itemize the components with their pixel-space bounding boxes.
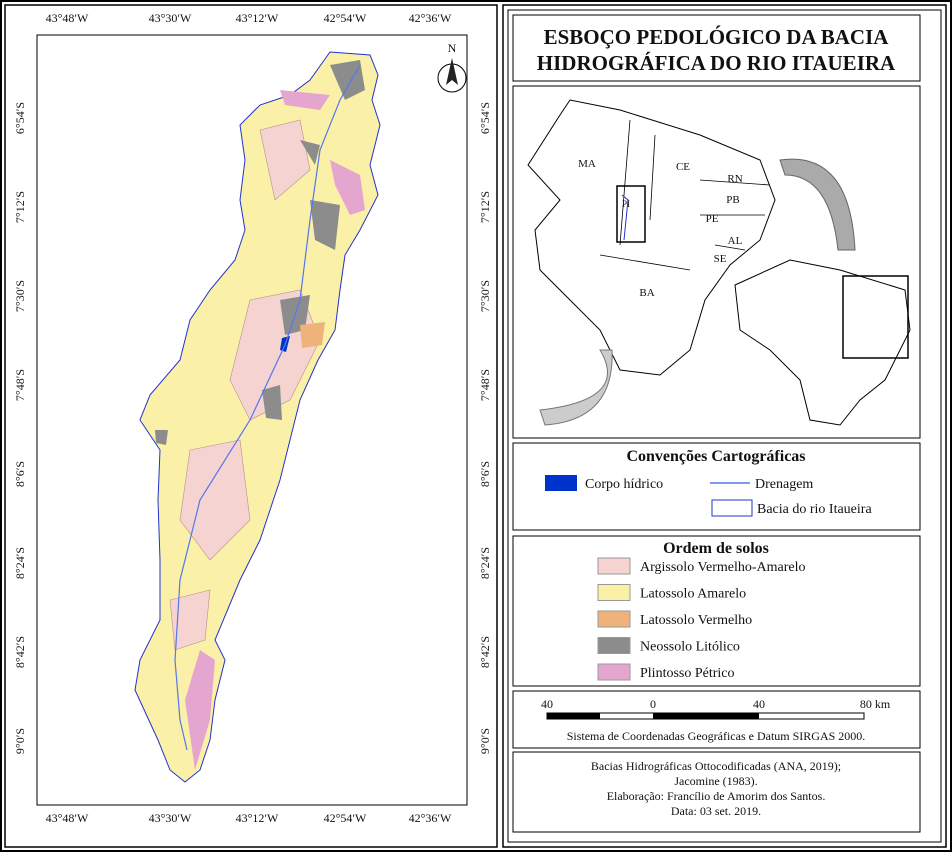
scale-note: Sistema de Coordenadas Geográficas e Dat… — [567, 729, 866, 743]
convention-label: Corpo hídrico — [585, 477, 663, 492]
state-label: RN — [727, 173, 742, 185]
state-label: CE — [676, 161, 690, 173]
north-label: N — [448, 41, 457, 55]
latitude-label: 9°0′S — [13, 728, 27, 754]
state-label: SE — [714, 253, 727, 265]
scale-bar — [546, 712, 865, 720]
arrow-2 — [539, 349, 613, 426]
soil-swatch — [597, 663, 631, 681]
credits-box — [512, 751, 921, 833]
latitude-label: 9°0′S — [478, 728, 492, 754]
soil-swatch — [597, 610, 631, 628]
credit-line: Bacias Hidrográficas Ottocodificadas (AN… — [591, 759, 841, 773]
scale-label: 80 km — [860, 697, 891, 711]
latitude-label: 8°6′S — [478, 461, 492, 487]
soils-box — [512, 535, 921, 687]
latitude-label: 7°30′S — [13, 280, 27, 312]
longitude-label: 42°54′W — [324, 11, 367, 25]
north-arrow: N — [437, 41, 467, 93]
state-label: PE — [706, 213, 719, 225]
latitude-label: 6°54′S — [13, 102, 27, 134]
red-latosol — [300, 322, 325, 348]
arrow-1 — [779, 158, 856, 251]
convention-label: Drenagem — [755, 477, 813, 492]
state-borders — [599, 119, 771, 271]
soil-label: Latossolo Vermelho — [640, 613, 752, 628]
soils-title: Ordem de solos — [663, 540, 769, 557]
credit-line: Elaboração: Francílio de Amorim dos Sant… — [607, 789, 826, 803]
longitude-label: 42°36′W — [409, 11, 452, 25]
argisol-areas — [169, 119, 321, 651]
soil-label: Latossolo Amarelo — [640, 587, 746, 602]
longitude-label: 43°30′W — [149, 11, 192, 25]
longitude-label: 43°12′W — [236, 811, 279, 825]
latitude-label: 8°24′S — [13, 547, 27, 579]
scale-label: 0 — [650, 697, 656, 711]
basin-swatch — [711, 499, 753, 517]
soil-swatch — [597, 637, 631, 654]
scale-label: 40 — [541, 697, 553, 711]
conventions-title: Convenções Cartográficas — [626, 448, 805, 465]
soil-swatch — [597, 557, 631, 575]
soil-swatch — [597, 584, 631, 601]
map-panel — [4, 4, 498, 848]
inset-basin — [621, 194, 629, 241]
longitude-label: 43°30′W — [149, 811, 192, 825]
northeast-outline — [527, 99, 776, 376]
latitude-label: 7°48′S — [13, 369, 27, 401]
inset-extent — [616, 185, 646, 243]
latitude-label: 8°42′S — [13, 636, 27, 668]
side-panel — [502, 4, 947, 848]
scale-box — [512, 690, 921, 749]
soil-label: Argissolo Vermelho-Amarelo — [640, 560, 806, 575]
state-label: BA — [639, 287, 654, 299]
credit-line: Jacomine (1983). — [674, 774, 757, 788]
brazil-extent — [842, 275, 909, 359]
soil-label: Plintosso Pétrico — [640, 666, 735, 681]
latitude-label: 8°6′S — [13, 461, 27, 487]
longitude-label: 42°36′W — [409, 811, 452, 825]
latitude-label: 7°12′S — [13, 191, 27, 223]
title-line: ESBOÇO PEDOLÓGICO DA BACIA — [544, 25, 890, 49]
latitude-label: 7°48′S — [478, 369, 492, 401]
latitude-label: 7°12′S — [478, 191, 492, 223]
credit-line: Data: 03 set. 2019. — [671, 804, 761, 818]
state-label: MA — [578, 158, 596, 170]
drainage — [174, 64, 361, 751]
state-label: PB — [726, 194, 739, 206]
water-swatch — [545, 475, 577, 491]
latitude-label: 8°42′S — [478, 636, 492, 668]
side-inner — [507, 9, 942, 843]
latitude-label: 7°30′S — [478, 280, 492, 312]
latitude-label: 6°54′S — [478, 102, 492, 134]
longitude-label: 43°48′W — [46, 11, 89, 25]
conventions-box — [512, 442, 921, 531]
convention-label: Bacia do rio Itaueira — [757, 502, 872, 517]
inset-box — [512, 85, 921, 439]
longitude-label: 42°54′W — [324, 811, 367, 825]
longitude-label: 43°12′W — [236, 11, 279, 25]
neosol-areas — [155, 60, 365, 445]
scale-label: 40 — [753, 697, 765, 711]
brazil-outline — [734, 259, 911, 426]
latitude-label: 8°24′S — [478, 547, 492, 579]
plinthosol-areas — [185, 90, 365, 770]
state-label: AL — [728, 235, 743, 247]
longitude-label: 43°48′W — [46, 811, 89, 825]
soil-label: Neossolo Litólico — [640, 640, 740, 655]
title-line: HIDROGRÁFICA DO RIO ITAUEIRA — [537, 51, 896, 75]
title-box — [512, 14, 921, 82]
state-label: PI — [622, 199, 630, 209]
